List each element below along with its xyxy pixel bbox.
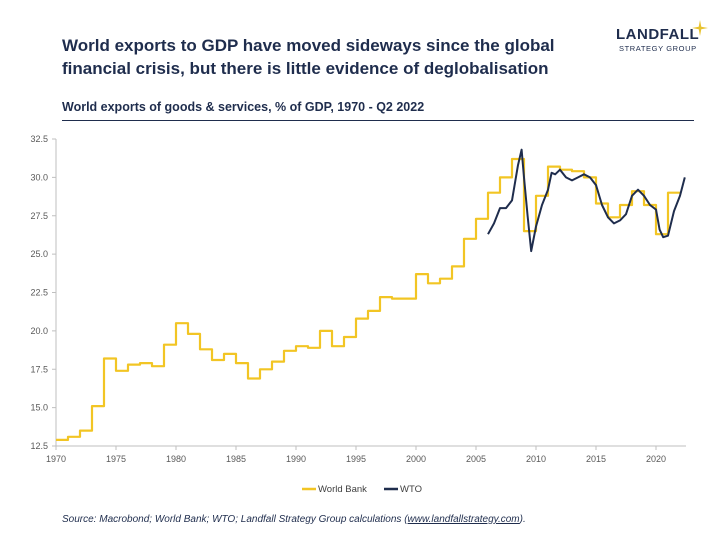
- star-icon: [692, 20, 708, 36]
- logo: LANDFALL STRATEGY GROUP: [616, 20, 712, 62]
- x-tick-label: 1980: [166, 454, 186, 464]
- y-tick-label: 32.5: [30, 134, 48, 144]
- y-tick-label: 22.5: [30, 288, 48, 298]
- source-suffix: ).: [519, 514, 526, 525]
- y-tick-label: 20.0: [30, 326, 48, 336]
- x-tick-label: 1970: [46, 454, 66, 464]
- logo-name: LANDFALL: [616, 26, 700, 43]
- source-link[interactable]: www.landfallstrategy.com: [407, 514, 520, 525]
- legend-label-wto: WTO: [400, 484, 422, 495]
- y-tick-label: 17.5: [30, 364, 48, 374]
- chart-title: World exports of goods & services, % of …: [62, 100, 425, 114]
- y-tick-label: 15.0: [30, 403, 48, 413]
- logo-tagline: STRATEGY GROUP: [619, 44, 697, 53]
- y-tick-label: 30.0: [30, 172, 48, 182]
- x-tick-label: 1975: [106, 454, 126, 464]
- source-prefix: Source: Macrobond; World Bank; WTO; Land…: [62, 514, 408, 525]
- source-note: Source: Macrobond; World Bank; WTO; Land…: [62, 514, 526, 525]
- x-tick-label: 2015: [586, 454, 606, 464]
- x-tick-label: 1985: [226, 454, 246, 464]
- x-tick-label: 2000: [406, 454, 426, 464]
- line-chart: 12.5 15.0 17.5 20.0 22.5 25.0 27.5 30.0 32.5 1970…: [30, 134, 686, 495]
- x-tick-label: 2005: [466, 454, 486, 464]
- legend-label-world-bank: World Bank: [318, 484, 367, 495]
- x-tick-label: 2010: [526, 454, 546, 464]
- title-divider: [62, 120, 694, 121]
- y-tick-label: 27.5: [30, 211, 48, 221]
- x-tick-label: 1995: [346, 454, 366, 464]
- series-line-wto: [487, 148, 686, 253]
- series-line-world-bank: [56, 157, 680, 441]
- y-tick-label: 25.0: [30, 249, 48, 259]
- headline: World exports to GDP have moved sideways…: [62, 36, 555, 78]
- x-tick-label: 2020: [646, 454, 666, 464]
- y-tick-label: 12.5: [30, 441, 48, 451]
- x-tick-label: 1990: [286, 454, 306, 464]
